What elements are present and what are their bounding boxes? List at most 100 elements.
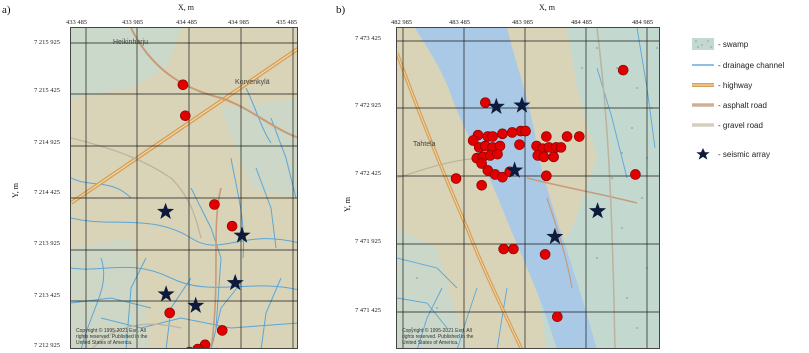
gravel-road (596, 28, 616, 348)
gravel-road (92, 323, 182, 348)
receiver-marker (561, 131, 573, 142)
panel-a-x-tick-2: 433 985 (122, 19, 144, 26)
copyright-line-1: Copyright © 1995-2021 Esri. All (76, 328, 146, 334)
receiver-marker (541, 131, 552, 142)
panel-a-x-tick-3: 434 485 (176, 19, 198, 26)
swamp-swatch-icon (692, 38, 714, 50)
place-korvenkyla: Korvenkylä (235, 79, 270, 86)
receiver-marker (506, 127, 518, 138)
panel-b-grid (397, 28, 659, 348)
panel-a-copyright: Copyright © 1995-2021 Esri. All rights r… (76, 328, 147, 346)
receiver-marker (538, 151, 550, 163)
legend-drainage: - drainage channel (692, 58, 784, 72)
panel-b-x-tick-5: 484 985 (632, 19, 654, 26)
panel-b-x-tick-2: 483 485 (449, 19, 471, 26)
seismic-array-star-icon (487, 97, 505, 114)
gravel-swatch-icon (692, 123, 714, 127)
place-heikinharju: Heikinharju (113, 39, 149, 46)
legend-seismic-array-label: - seismic array (718, 149, 771, 159)
panel-a-y-tick-4: 7 214 425 (34, 189, 60, 196)
panel-a-y-tick-3: 7 214 925 (34, 139, 60, 146)
receiver-marker (476, 180, 487, 191)
panel-b-y-tick-1: 7 473 425 (355, 35, 381, 42)
panel-b-x-tick-3: 483 985 (512, 19, 534, 26)
copyright-line-2: rights reserved. Published in the (76, 334, 148, 340)
highway-swatch-icon (692, 83, 714, 87)
receiver-marker (226, 220, 238, 232)
panel-a-y-axis-title: Y, m (10, 183, 20, 198)
panel-b-map[interactable]: Tahtela Copyright © 1995-2021 Esri. All … (396, 27, 660, 349)
panel-b-markers (450, 64, 641, 323)
legend-asphalt-label: - asphalt road (718, 100, 767, 110)
receiver-marker (216, 325, 228, 336)
receiver-marker (573, 131, 585, 142)
legend-highway: - highway (692, 78, 752, 92)
receiver-marker (450, 173, 462, 184)
receiver-marker (186, 346, 193, 348)
receiver-marker (480, 97, 491, 108)
panel-a-x-tick-1: 433 485 (66, 19, 88, 26)
seismic-array-star-icon (546, 227, 564, 245)
panel-a-y-tick-1: 7 215 925 (34, 39, 60, 46)
drainage-channels (397, 28, 656, 348)
panel-b-y-tick-3: 7 472 425 (355, 170, 381, 177)
receiver-marker (209, 199, 220, 210)
panel-a-x-axis-title: X, m (178, 3, 194, 12)
seismic-array-star-icon (589, 202, 607, 219)
panel-b-x-axis-title: X, m (539, 3, 555, 12)
panel-a-y-tick-7: 7 212 925 (34, 342, 60, 349)
legend-seismic-array: - seismic array (692, 147, 770, 161)
asphalt-swatch-icon (692, 103, 714, 107)
asphalt-road (546, 197, 573, 289)
panel-a-y-tick-2: 7 215 425 (34, 87, 60, 94)
panel-a-y-tick-5: 7 213 925 (34, 240, 60, 247)
receiver-marker (508, 243, 519, 255)
seismic-array-star-icon (157, 202, 175, 219)
copyright-line-3: United States of America. (76, 340, 133, 346)
receiver-marker (498, 243, 509, 255)
legend-gravel: - gravel road (692, 118, 763, 132)
seismic-array-star-icon (187, 296, 205, 313)
receiver-marker (497, 128, 508, 140)
panel-a-x-tick-4: 434 985 (228, 19, 250, 26)
panel-a-map[interactable]: Heikinharju Korvenkylä Copyright © 1995-… (70, 27, 298, 349)
panel-b-y-tick-4: 7 471 925 (355, 238, 381, 245)
legend-swamp-label: - swamp (718, 39, 749, 49)
asphalt-road (130, 28, 297, 139)
gravel-road (71, 137, 202, 239)
panel-a-markers (157, 79, 251, 348)
receiver-marker (215, 347, 218, 348)
copyright-line-2: rights reserved. Published in the (402, 334, 474, 340)
receiver-marker (630, 169, 641, 180)
seismic-array-star-icon (226, 273, 244, 291)
panel-b-y-axis-title: Y, m (342, 197, 352, 212)
seismic-array-star-icon (157, 285, 175, 302)
swamp-area (221, 98, 297, 198)
asphalt-road (526, 177, 638, 204)
receiver-marker (541, 170, 552, 182)
panel-a-x-tick-5: 435 485 (276, 19, 298, 26)
receiver-marker (539, 249, 551, 260)
panel-b-x-tick-4: 484 485 (571, 19, 593, 26)
highway-centre (71, 48, 297, 204)
legend: - swamp - drainage channel - highway - a… (692, 37, 808, 227)
receiver-marker (192, 343, 204, 348)
copyright-line-1: Copyright © 1995-2021 Esri. All (402, 328, 472, 334)
panel-b-y-tick-5: 7 471 425 (355, 307, 381, 314)
seismic-array-star-icon (506, 161, 524, 178)
drainage-swatch-icon (692, 64, 714, 66)
legend-gravel-label: - gravel road (718, 120, 763, 130)
receiver-marker (497, 171, 508, 183)
legend-highway-label: - highway (718, 80, 753, 90)
legend-swamp: - swamp (692, 37, 748, 51)
receiver-marker (492, 148, 503, 160)
receiver-marker (555, 142, 567, 153)
panel-a-y-tick-6: 7 213 425 (34, 292, 60, 299)
receiver-marker (180, 110, 191, 122)
receiver-marker (487, 131, 498, 142)
panel-b-label: b) (336, 4, 346, 16)
receiver-marker (177, 79, 189, 91)
seismic-array-star-icon (513, 96, 531, 113)
seismic-array-star-icon (233, 226, 251, 243)
receiver-marker (548, 151, 559, 163)
